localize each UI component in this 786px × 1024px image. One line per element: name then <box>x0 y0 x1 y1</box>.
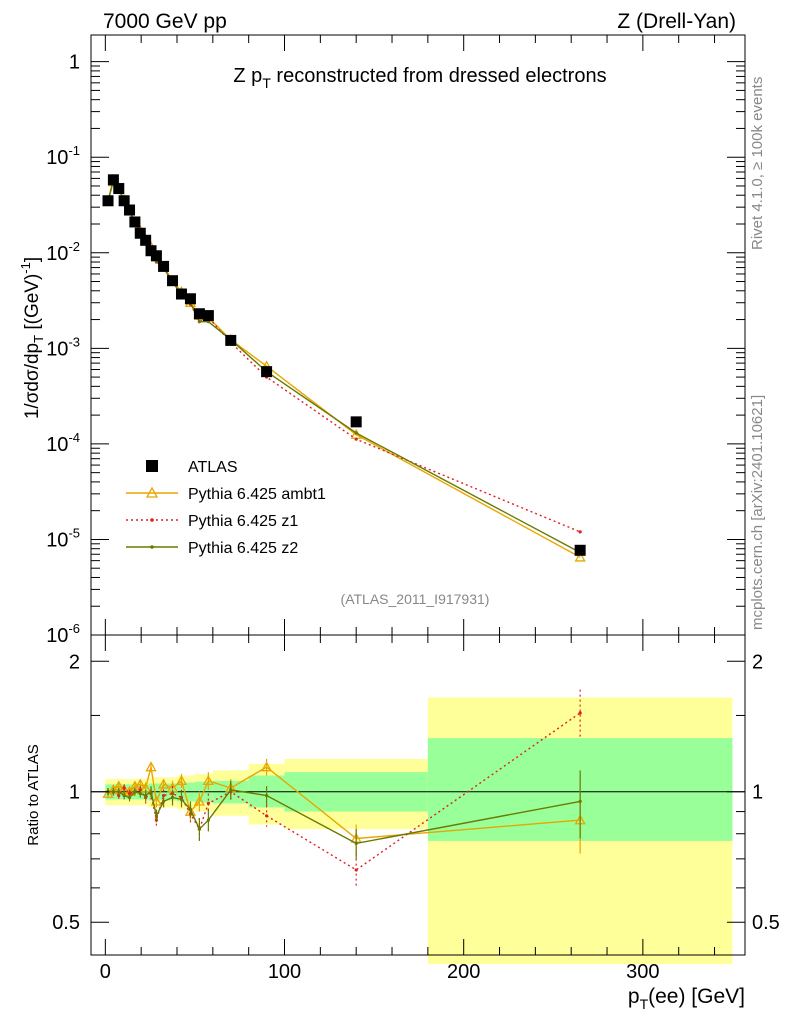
series-marker-1-19 <box>574 551 586 562</box>
ratio-marker-2-3 <box>122 793 126 798</box>
mcplots-label: mcplots.cern.ch [arXiv:2401.10621] <box>749 395 766 630</box>
main-y-tick-label-4: 10-2 <box>46 239 80 265</box>
legend-label-3: Pythia 6.425 z2 <box>188 540 298 557</box>
data-point-atlas-7 <box>140 234 152 246</box>
x-tick-label-1: 100 <box>268 961 301 983</box>
legend-marker-3 <box>150 545 154 549</box>
ratio-marker-1-19 <box>578 711 582 715</box>
x-tick-label-0: 0 <box>100 961 111 983</box>
main-panel: Z pT reconstructed from dressed electron… <box>18 34 746 647</box>
ratio-y-tick-label-right-2: 2 <box>752 651 763 673</box>
main-y-tick-label-3: 10-3 <box>46 334 80 360</box>
data-point-atlas-5 <box>129 216 141 228</box>
main-y-tick-label-2: 10-4 <box>46 430 80 456</box>
data-point-atlas-19 <box>574 544 586 556</box>
ratio-marker-2-12 <box>179 797 184 802</box>
ratio-marker-2-8 <box>149 790 153 794</box>
ratio-marker-1-18 <box>354 868 358 872</box>
main-y-axis-label: 1/σdσ/dpT [(GeV)-1] <box>18 257 46 419</box>
ratio-marker-2-16 <box>229 788 233 792</box>
ratio-y-axis-label: Ratio to ATLAS <box>25 744 42 845</box>
ratio-marker-2-2 <box>117 790 121 794</box>
ratio-marker-1-3 <box>122 786 126 790</box>
series-marker-3-14 <box>197 320 202 324</box>
ratio-marker-0-10 <box>157 778 170 789</box>
ratio-marker-1-2 <box>117 793 121 798</box>
ratio-marker-2-1 <box>111 790 115 794</box>
legend-label-0: ATLAS <box>188 459 238 476</box>
x-tick-label-3: 300 <box>626 961 659 983</box>
data-point-atlas-1 <box>107 174 119 186</box>
ratio-marker-2-4 <box>127 795 132 800</box>
legend-label-2: Pythia 6.425 z1 <box>188 513 298 530</box>
ratio-marker-2-9 <box>154 814 158 818</box>
data-point-atlas-15 <box>202 310 214 322</box>
data-point-atlas-10 <box>158 260 170 272</box>
ratio-panel: 0.5 0.5 1 1 2 2 0 100 200 300 Ratio to ATLAS pT(e… <box>25 634 780 1012</box>
data-point-atlas-14 <box>193 308 205 320</box>
chart-title: Z pT reconstructed from dressed electron… <box>233 65 606 91</box>
ratio-marker-0-12 <box>175 774 188 786</box>
ratio-marker-2-10 <box>161 799 166 803</box>
data-point-atlas-2 <box>113 183 125 195</box>
series-line-2 <box>107 177 581 533</box>
main-y-tick-label-0: 10-6 <box>46 621 80 647</box>
ratio-y-tick-label-left-0: 0.5 <box>52 912 80 934</box>
x-tick-label-2: 200 <box>447 961 480 983</box>
data-point-atlas-4 <box>124 204 136 216</box>
ratio-y-tick-label-right-1: 1 <box>752 782 763 804</box>
x-axis-label: pT(ee) [GeV] <box>628 985 745 1012</box>
header-left: 7000 GeV pp <box>103 10 227 33</box>
ratio-marker-0-8 <box>145 761 157 772</box>
ratio-marker-0-17 <box>260 761 273 772</box>
legend-label-1: Pythia 6.425 ambt1 <box>188 486 326 503</box>
ratio-marker-0-9 <box>150 795 163 806</box>
ratio-y-tick-label-left-1: 1 <box>69 782 80 804</box>
series-marker-2-19 <box>578 530 582 534</box>
legend: ATLAS Pythia 6.425 ambt1 Pythia 6.425 z1 Py… <box>126 459 326 557</box>
data-point-atlas-13 <box>184 293 196 305</box>
series-marker-2-18 <box>354 437 358 441</box>
main-y-tick-label-6: 1 <box>69 52 80 74</box>
legend-marker-0 <box>146 460 158 472</box>
ratio-y-tick-label-right-0: 0.5 <box>752 912 780 934</box>
data-point-atlas-0 <box>102 195 114 207</box>
ratio-y-tick-label-left-2: 2 <box>69 651 80 673</box>
ratio-marker-2-13 <box>188 807 193 812</box>
ratio-marker-2-5 <box>133 790 137 794</box>
ratio-marker-2-6 <box>138 792 142 796</box>
data-point-atlas-6 <box>134 227 146 239</box>
analysis-id-label: (ATLAS_2011_I917931) <box>341 591 490 607</box>
ratio-series-line-0 <box>107 766 581 840</box>
ratio-marker-2-15 <box>206 818 210 822</box>
series-line-1 <box>107 180 581 558</box>
ratio-marker-2-18 <box>354 841 358 845</box>
ratio-marker-2-14 <box>197 827 202 831</box>
ratio-frame <box>90 634 746 956</box>
series-line-3 <box>107 177 581 554</box>
data-point-atlas-17 <box>261 366 273 378</box>
legend-marker-2 <box>150 518 154 522</box>
ratio-marker-2-17 <box>264 793 269 798</box>
data-point-atlas-11 <box>167 275 179 287</box>
header-right: Z (Drell-Yan) <box>617 10 736 33</box>
main-y-tick-label-1: 10-5 <box>46 525 80 551</box>
series-marker-3-18 <box>354 431 358 435</box>
legend-marker-1 <box>145 486 159 498</box>
ratio-marker-1-15 <box>206 801 210 805</box>
ratio-marker-1-17 <box>264 814 269 818</box>
data-point-atlas-16 <box>225 334 237 346</box>
data-point-atlas-9 <box>150 250 162 262</box>
data-point-atlas-12 <box>175 288 187 300</box>
main-y-tick-label-5: 10-1 <box>46 143 80 169</box>
ratio-marker-2-19 <box>578 799 582 803</box>
data-point-atlas-3 <box>118 195 130 207</box>
ratio-marker-0-15 <box>202 774 214 786</box>
ratio-marker-2-11 <box>170 795 175 800</box>
rivet-version-label: Rivet 4.1.0, ≥ 100k events <box>749 77 766 250</box>
ratio-marker-2-7 <box>144 793 148 798</box>
data-point-atlas-18 <box>350 416 362 428</box>
ratio-marker-0-14 <box>193 795 206 806</box>
